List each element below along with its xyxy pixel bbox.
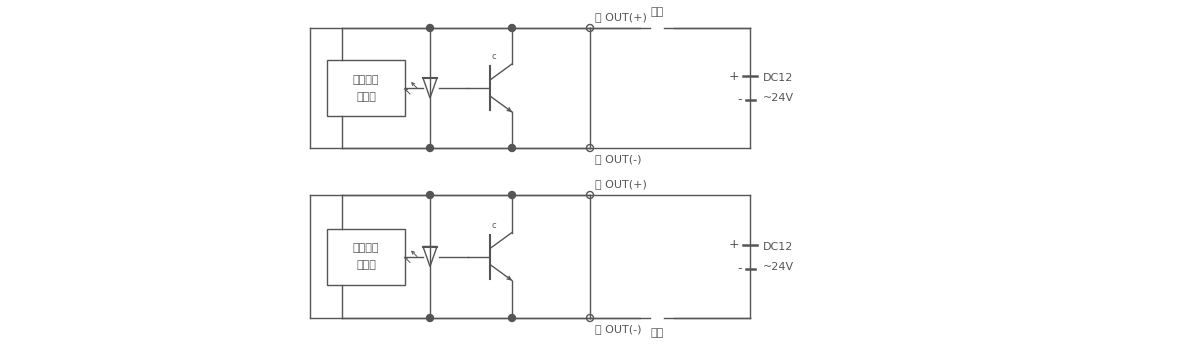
Bar bbox=[651, 313, 664, 323]
Text: 負荷: 負荷 bbox=[651, 329, 664, 338]
Circle shape bbox=[426, 25, 434, 32]
Text: ~24V: ~24V bbox=[763, 93, 794, 103]
Bar bbox=[327, 229, 405, 285]
Circle shape bbox=[508, 25, 515, 32]
Text: 主回路: 主回路 bbox=[356, 260, 376, 271]
Text: -: - bbox=[737, 262, 742, 275]
Text: 青 OUT(-): 青 OUT(-) bbox=[595, 324, 641, 334]
Circle shape bbox=[508, 191, 515, 198]
Text: c: c bbox=[492, 220, 497, 230]
Bar bbox=[651, 22, 664, 34]
Text: +: + bbox=[728, 70, 739, 83]
Text: 青 OUT(-): 青 OUT(-) bbox=[595, 154, 641, 164]
Text: 主回路: 主回路 bbox=[356, 92, 376, 102]
Circle shape bbox=[426, 145, 434, 152]
Text: 茶 OUT(+): 茶 OUT(+) bbox=[595, 12, 647, 22]
Text: スイッチ: スイッチ bbox=[352, 75, 380, 85]
Text: DC12: DC12 bbox=[763, 73, 793, 83]
Text: -: - bbox=[737, 93, 742, 106]
Bar bbox=[327, 60, 405, 116]
Circle shape bbox=[426, 191, 434, 198]
Circle shape bbox=[508, 145, 515, 152]
Circle shape bbox=[508, 315, 515, 322]
Text: c: c bbox=[492, 52, 497, 61]
Text: 負荷: 負荷 bbox=[651, 7, 664, 18]
Circle shape bbox=[426, 315, 434, 322]
Text: 茶 OUT(+): 茶 OUT(+) bbox=[595, 179, 647, 189]
Text: +: + bbox=[728, 238, 739, 251]
Text: ~24V: ~24V bbox=[763, 261, 794, 272]
Text: スイッチ: スイッチ bbox=[352, 244, 380, 253]
Text: DC12: DC12 bbox=[763, 241, 793, 252]
